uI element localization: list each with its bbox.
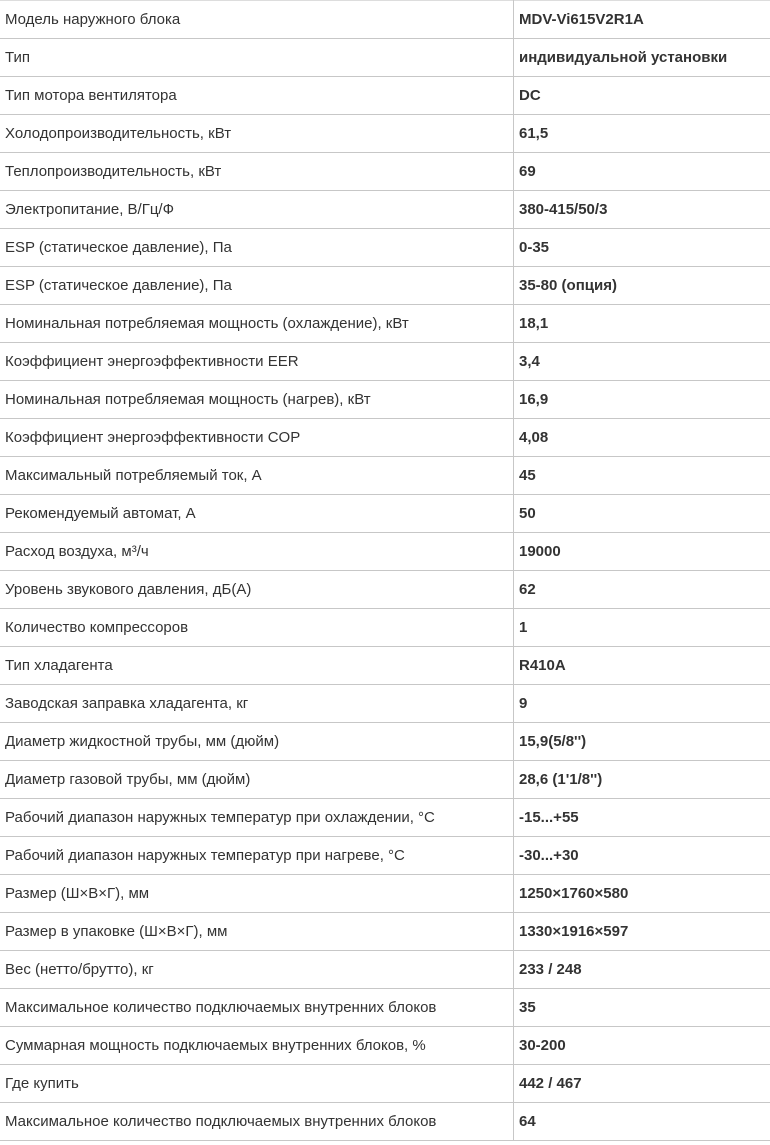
spec-param-cell: Уровень звукового давления, дБ(А) bbox=[0, 570, 514, 609]
spec-param-cell: Тип bbox=[0, 38, 514, 77]
table-row: Диаметр газовой трубы, мм (дюйм) 28,6 (1'… bbox=[0, 760, 770, 799]
spec-value-cell: 30-200 bbox=[513, 1026, 770, 1065]
spec-value-cell: -15...+55 bbox=[513, 798, 770, 837]
table-row: Максимальное количество подключаемых вну… bbox=[0, 988, 770, 1027]
table-row: Вес (нетто/брутто), кг 233 / 248 bbox=[0, 950, 770, 989]
spec-value-cell: 15,9(5/8'') bbox=[513, 722, 770, 761]
table-row: Коэффициент энергоэффективности COP 4,08 bbox=[0, 418, 770, 457]
table-row: Суммарная мощность подключаемых внутренн… bbox=[0, 1026, 770, 1065]
spec-param-cell: Коэффициент энергоэффективности COP bbox=[0, 418, 514, 457]
table-row: Тип индивидуальной установки bbox=[0, 38, 770, 77]
spec-value-cell: 35 bbox=[513, 988, 770, 1027]
spec-value-cell: 61,5 bbox=[513, 114, 770, 153]
table-row: ESP (статическое давление), Па 35-80 (опц… bbox=[0, 266, 770, 305]
spec-param-cell: Где купить bbox=[0, 1064, 514, 1103]
spec-param-cell: Максимальное количество подключаемых вну… bbox=[0, 1102, 514, 1141]
spec-param-cell: Расход воздуха, м³/ч bbox=[0, 532, 514, 571]
spec-value-cell: 442 / 467 bbox=[513, 1064, 770, 1103]
spec-param-cell: Тип мотора вентилятора bbox=[0, 76, 514, 115]
spec-value-cell: 1 bbox=[513, 608, 770, 647]
table-row: Максимальное количество подключаемых вну… bbox=[0, 1102, 770, 1141]
spec-value-cell: MDV-Vi615V2R1A bbox=[513, 0, 770, 39]
spec-param-cell: Максимальное количество подключаемых вну… bbox=[0, 988, 514, 1027]
table-row: Номинальная потребляемая мощность (нагре… bbox=[0, 380, 770, 419]
spec-value-cell: R410A bbox=[513, 646, 770, 685]
table-row: Электропитание, В/Гц/Ф 380-415/50/3 bbox=[0, 190, 770, 229]
spec-value-cell: -30...+30 bbox=[513, 836, 770, 875]
spec-value-cell: 1250×1760×580 bbox=[513, 874, 770, 913]
spec-param-cell: Рабочий диапазон наружных температур при… bbox=[0, 798, 514, 837]
table-row: Тип хладагента R410A bbox=[0, 646, 770, 685]
table-row: Рекомендуемый автомат, А 50 bbox=[0, 494, 770, 533]
spec-param-cell: Теплопроизводительность, кВт bbox=[0, 152, 514, 191]
table-row: Рабочий диапазон наружных температур при… bbox=[0, 798, 770, 837]
spec-value-cell: 233 / 248 bbox=[513, 950, 770, 989]
spec-value-cell: 16,9 bbox=[513, 380, 770, 419]
spec-value-cell: DC bbox=[513, 76, 770, 115]
table-row: Холодопроизводительность, кВт 61,5 bbox=[0, 114, 770, 153]
spec-param-cell: Диаметр газовой трубы, мм (дюйм) bbox=[0, 760, 514, 799]
spec-value-cell: 1330×1916×597 bbox=[513, 912, 770, 951]
spec-value-cell: 18,1 bbox=[513, 304, 770, 343]
table-row: Теплопроизводительность, кВт 69 bbox=[0, 152, 770, 191]
spec-param-cell: Модель наружного блока bbox=[0, 0, 514, 39]
spec-value-cell: 0-35 bbox=[513, 228, 770, 267]
spec-value-cell: 35-80 (опция) bbox=[513, 266, 770, 305]
spec-param-cell: Размер в упаковке (Ш×В×Г), мм bbox=[0, 912, 514, 951]
spec-param-cell: Холодопроизводительность, кВт bbox=[0, 114, 514, 153]
spec-param-cell: Суммарная мощность подключаемых внутренн… bbox=[0, 1026, 514, 1065]
spec-value-cell: 19000 bbox=[513, 532, 770, 571]
spec-value-cell: индивидуальной установки bbox=[513, 38, 770, 77]
table-row: Рабочий диапазон наружных температур при… bbox=[0, 836, 770, 875]
spec-value-cell: 50 bbox=[513, 494, 770, 533]
spec-param-cell: Номинальная потребляемая мощность (нагре… bbox=[0, 380, 514, 419]
table-row: Коэффициент энергоэффективности EER 3,4 bbox=[0, 342, 770, 381]
spec-value-cell: 64 bbox=[513, 1102, 770, 1141]
spec-value-cell: 28,6 (1'1/8'') bbox=[513, 760, 770, 799]
table-row: Расход воздуха, м³/ч 19000 bbox=[0, 532, 770, 571]
spec-param-cell: Заводская заправка хладагента, кг bbox=[0, 684, 514, 723]
spec-param-cell: Рабочий диапазон наружных температур при… bbox=[0, 836, 514, 875]
table-row: Максимальный потребляемый ток, А 45 bbox=[0, 456, 770, 495]
spec-value-cell: 45 bbox=[513, 456, 770, 495]
spec-param-cell: Диаметр жидкостной трубы, мм (дюйм) bbox=[0, 722, 514, 761]
spec-param-cell: ESP (статическое давление), Па bbox=[0, 266, 514, 305]
table-row: Тип мотора вентилятора DC bbox=[0, 76, 770, 115]
table-row: ESP (статическое давление), Па 0-35 bbox=[0, 228, 770, 267]
spec-param-cell: Вес (нетто/брутто), кг bbox=[0, 950, 514, 989]
table-row: Уровень звукового давления, дБ(А) 62 bbox=[0, 570, 770, 609]
spec-value-cell: 62 bbox=[513, 570, 770, 609]
table-row: Количество компрессоров 1 bbox=[0, 608, 770, 647]
table-row: Заводская заправка хладагента, кг 9 bbox=[0, 684, 770, 723]
spec-value-cell: 380-415/50/3 bbox=[513, 190, 770, 229]
spec-param-cell: Коэффициент энергоэффективности EER bbox=[0, 342, 514, 381]
spec-param-cell: ESP (статическое давление), Па bbox=[0, 228, 514, 267]
spec-value-cell: 69 bbox=[513, 152, 770, 191]
table-row: Диаметр жидкостной трубы, мм (дюйм) 15,9(… bbox=[0, 722, 770, 761]
spec-value-cell: 3,4 bbox=[513, 342, 770, 381]
table-row: Где купить 442 / 467 bbox=[0, 1064, 770, 1103]
table-row: Размер (Ш×В×Г), мм 1250×1760×580 bbox=[0, 874, 770, 913]
spec-param-cell: Номинальная потребляемая мощность (охлаж… bbox=[0, 304, 514, 343]
spec-param-cell: Тип хладагента bbox=[0, 646, 514, 685]
table-row: Модель наружного блока MDV-Vi615V2R1A bbox=[0, 0, 770, 39]
spec-param-cell: Электропитание, В/Гц/Ф bbox=[0, 190, 514, 229]
table-row: Номинальная потребляемая мощность (охлаж… bbox=[0, 304, 770, 343]
spec-param-cell: Максимальный потребляемый ток, А bbox=[0, 456, 514, 495]
spec-value-cell: 9 bbox=[513, 684, 770, 723]
spec-param-cell: Размер (Ш×В×Г), мм bbox=[0, 874, 514, 913]
spec-value-cell: 4,08 bbox=[513, 418, 770, 457]
spec-param-cell: Рекомендуемый автомат, А bbox=[0, 494, 514, 533]
spec-param-cell: Количество компрессоров bbox=[0, 608, 514, 647]
table-row: Размер в упаковке (Ш×В×Г), мм 1330×1916×5… bbox=[0, 912, 770, 951]
